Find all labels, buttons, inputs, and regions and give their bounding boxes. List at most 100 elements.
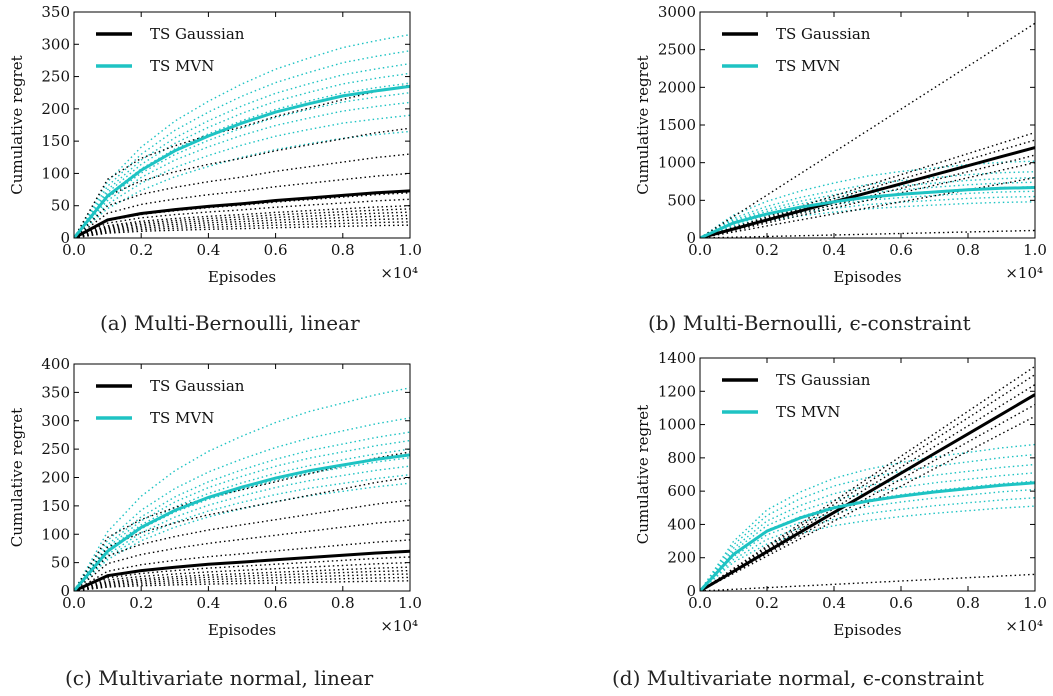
y-tick-label: 300: [41, 35, 70, 53]
y-axis-label: Cumulative regret: [634, 405, 652, 544]
y-tick-label: 200: [667, 549, 696, 567]
x-tick-label: 0.6: [889, 241, 913, 259]
run-line-mvn: [74, 82, 410, 238]
chart-panel-a: 0.0 0.2 0.4 0.6 0.8 1.0 0 50 100 150 200 250 300 350 E…: [8, 3, 422, 335]
run-line-gaussian: [74, 451, 410, 591]
run-line-mvn: [74, 482, 410, 591]
legend-label-mvn: TS MVN: [150, 57, 214, 75]
series-line-mvn: [700, 186, 1035, 238]
x-tick-label: 0.0: [688, 594, 712, 612]
x-tick-label: 0.4: [822, 594, 846, 612]
series-line-mvn: [700, 481, 1035, 591]
x-tick-label: 0.6: [264, 241, 288, 259]
series-line-gaussian: [700, 146, 1035, 238]
y-tick-label: 3000: [658, 3, 696, 21]
legend-label-gaussian: TS Gaussian: [150, 377, 245, 395]
legend: TS Gaussian TS MVN: [722, 25, 871, 75]
panel-caption: (d) Multivariate normal, ϵ-constraint: [612, 666, 984, 690]
axes-frame: [699, 357, 1036, 592]
y-tick-label: 150: [41, 132, 70, 150]
y-tick-label: 50: [51, 197, 70, 215]
plot-area: [74, 33, 410, 238]
x-tick-label: 0.0: [62, 241, 86, 259]
run-line-mvn: [700, 190, 1035, 238]
y-tick-label: 100: [41, 164, 70, 182]
y-tick-label: 100: [41, 525, 70, 543]
run-line-mvn: [700, 472, 1035, 591]
run-line-mvn: [700, 453, 1035, 591]
y-tick-label: 1400: [658, 349, 696, 367]
plot-area: [700, 365, 1035, 591]
run-line-mvn: [700, 177, 1035, 238]
run-line-mvn: [700, 505, 1035, 591]
run-line-gaussian: [74, 539, 410, 591]
x-tick-label: 0.2: [129, 594, 153, 612]
x-multiplier: ×10⁴: [1005, 264, 1043, 282]
run-line-mvn: [74, 72, 410, 238]
run-line-mvn: [74, 417, 410, 591]
y-tick-label: 200: [41, 469, 70, 487]
run-line-gaussian: [74, 217, 410, 238]
run-line-gaussian: [700, 415, 1035, 591]
y-tick-label: 1000: [658, 416, 696, 434]
run-line-mvn: [74, 439, 410, 591]
y-tick-label: 300: [41, 412, 70, 430]
y-tick-label: 350: [41, 383, 70, 401]
y-tick-label: 0: [686, 229, 696, 247]
run-line-gaussian: [74, 208, 410, 238]
y-tick-label: 150: [41, 497, 70, 515]
legend-label-gaussian: TS Gaussian: [776, 371, 871, 389]
run-line-gaussian: [74, 576, 410, 591]
y-axis-label: Cumulative regret: [634, 55, 652, 194]
x-tick-label: 0.8: [956, 241, 980, 259]
panel-caption: (a) Multi-Bernoulli, linear: [100, 311, 360, 335]
run-line-mvn: [74, 474, 410, 591]
legend-label-gaussian: TS Gaussian: [150, 25, 245, 43]
x-tick-label: 0.0: [62, 594, 86, 612]
run-line-gaussian: [74, 221, 410, 238]
run-line-gaussian: [74, 127, 410, 238]
x-tick-label: 0.2: [755, 241, 779, 259]
run-line-mvn: [74, 130, 410, 238]
x-tick-label: 0.4: [822, 241, 846, 259]
run-line-gaussian: [700, 365, 1035, 591]
x-tick-label: 0.8: [331, 594, 355, 612]
x-tick-label: 0.8: [956, 594, 980, 612]
run-line-mvn: [74, 33, 410, 238]
run-line-mvn: [74, 431, 410, 591]
axes-frame: [73, 363, 411, 592]
y-tick-label: 400: [667, 515, 696, 533]
run-line-gaussian: [74, 214, 410, 238]
x-tick-label: 0.6: [889, 594, 913, 612]
run-line-gaussian: [74, 556, 410, 591]
plot-area: [74, 387, 410, 591]
run-line-mvn: [74, 92, 410, 238]
x-tick-label: 0.2: [129, 241, 153, 259]
y-tick-label: 2500: [658, 41, 696, 59]
y-tick-label: 500: [667, 191, 696, 209]
x-axis-label: Episodes: [833, 268, 901, 286]
run-line-mvn: [74, 63, 410, 238]
x-tick-label: 1.0: [398, 241, 422, 259]
run-line-mvn: [700, 186, 1035, 238]
x-tick-label: 1.0: [1023, 241, 1047, 259]
run-line-mvn: [74, 448, 410, 591]
run-line-gaussian: [700, 229, 1035, 238]
run-line-mvn: [74, 114, 410, 238]
y-tick-label: 600: [667, 482, 696, 500]
run-line-gaussian: [74, 84, 410, 238]
series-line-gaussian: [74, 189, 410, 238]
x-multiplier: ×10⁴: [1005, 617, 1043, 635]
run-line-mvn: [700, 443, 1035, 591]
y-tick-label: 0: [60, 582, 70, 600]
run-line-mvn: [700, 195, 1035, 238]
y-tick-label: 800: [667, 449, 696, 467]
run-line-gaussian: [74, 153, 410, 238]
series-line-mvn: [74, 453, 410, 591]
run-line-gaussian: [700, 573, 1035, 591]
y-tick-label: 250: [41, 440, 70, 458]
run-line-gaussian: [700, 131, 1035, 238]
legend-label-gaussian: TS Gaussian: [776, 25, 871, 43]
run-line-gaussian: [700, 162, 1035, 238]
